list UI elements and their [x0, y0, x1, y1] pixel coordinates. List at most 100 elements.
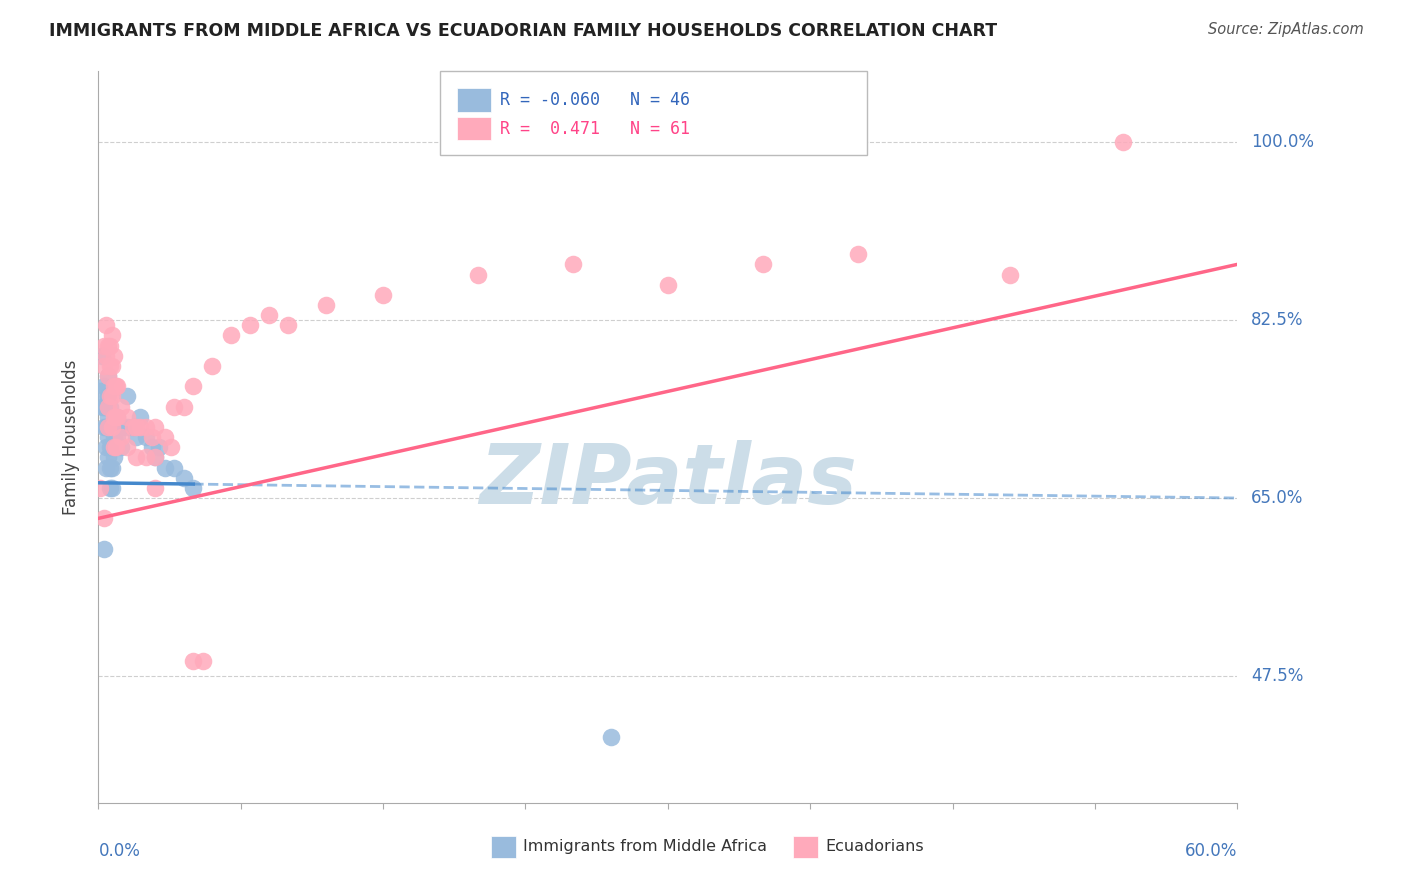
Point — [98, 389, 121, 403]
Point — [93, 400, 115, 414]
Bar — [457, 88, 491, 112]
Point — [103, 409, 125, 424]
Point — [91, 400, 114, 414]
Point — [91, 349, 114, 363]
Point — [221, 328, 243, 343]
Text: Immigrants from Middle Africa: Immigrants from Middle Africa — [523, 839, 768, 855]
Point — [93, 541, 115, 556]
Point — [135, 430, 157, 444]
Text: ZIPatlas: ZIPatlas — [479, 441, 856, 522]
Point — [183, 654, 205, 668]
Point — [600, 730, 623, 744]
Point — [107, 379, 129, 393]
Text: 65.0%: 65.0% — [1251, 489, 1303, 507]
Point — [97, 389, 120, 403]
Point — [183, 379, 205, 393]
Point — [657, 277, 679, 292]
Point — [107, 430, 129, 444]
Text: 60.0%: 60.0% — [1185, 842, 1237, 860]
Text: R = -0.060   N = 46: R = -0.060 N = 46 — [501, 91, 690, 109]
Point — [97, 430, 120, 444]
Text: 47.5%: 47.5% — [1251, 667, 1303, 685]
Point — [93, 359, 115, 373]
Point — [103, 379, 125, 393]
Point — [93, 338, 115, 352]
Point — [110, 440, 132, 454]
Point — [100, 359, 122, 373]
Point — [98, 460, 121, 475]
Point — [97, 400, 120, 414]
Point — [125, 420, 148, 434]
Point — [846, 247, 869, 261]
Point — [93, 511, 115, 525]
Point — [107, 409, 129, 424]
Point — [153, 460, 176, 475]
Point — [277, 318, 299, 333]
Point — [97, 369, 120, 384]
Point — [115, 409, 138, 424]
Bar — [793, 836, 818, 858]
Point — [104, 409, 127, 424]
Point — [94, 400, 117, 414]
Point — [104, 440, 127, 454]
Point — [98, 400, 121, 414]
Point — [104, 440, 127, 454]
Point — [153, 430, 176, 444]
Point — [183, 481, 205, 495]
Point — [98, 359, 121, 373]
Point — [110, 400, 132, 414]
Point — [121, 420, 143, 434]
Text: 100.0%: 100.0% — [1251, 134, 1315, 152]
Point — [100, 389, 122, 403]
Point — [97, 420, 120, 434]
Point — [141, 430, 163, 444]
Point — [94, 349, 117, 363]
Point — [145, 450, 167, 465]
Point — [145, 420, 167, 434]
Point — [129, 409, 152, 424]
Point — [159, 440, 181, 454]
Point — [173, 400, 195, 414]
Point — [115, 389, 138, 403]
Point — [89, 481, 111, 495]
Point — [94, 440, 117, 454]
Point — [173, 471, 195, 485]
Text: 0.0%: 0.0% — [98, 842, 141, 860]
Point — [115, 440, 138, 454]
Point — [148, 440, 170, 454]
Point — [998, 268, 1021, 282]
FancyBboxPatch shape — [440, 71, 868, 155]
Point — [100, 420, 122, 434]
Point — [93, 420, 115, 434]
Text: Source: ZipAtlas.com: Source: ZipAtlas.com — [1208, 22, 1364, 37]
Point — [97, 369, 120, 384]
Point — [125, 450, 148, 465]
Point — [89, 384, 111, 399]
Point — [100, 328, 122, 343]
Point — [163, 460, 186, 475]
Point — [110, 420, 132, 434]
Point — [98, 420, 121, 434]
Point — [141, 440, 163, 454]
Point — [97, 450, 120, 465]
Point — [259, 308, 281, 322]
Text: IMMIGRANTS FROM MIDDLE AFRICA VS ECUADORIAN FAMILY HOUSEHOLDS CORRELATION CHART: IMMIGRANTS FROM MIDDLE AFRICA VS ECUADOR… — [49, 22, 997, 40]
Point — [239, 318, 262, 333]
Point — [103, 450, 125, 465]
Point — [371, 288, 394, 302]
Bar — [457, 117, 491, 140]
Point — [100, 420, 122, 434]
Point — [98, 338, 121, 352]
Point — [100, 440, 122, 454]
Point — [107, 409, 129, 424]
Text: R =  0.471   N = 61: R = 0.471 N = 61 — [501, 120, 690, 137]
Point — [103, 440, 125, 454]
Text: 82.5%: 82.5% — [1251, 311, 1303, 329]
Point — [93, 379, 115, 393]
Point — [752, 257, 775, 271]
Point — [103, 349, 125, 363]
Point — [191, 654, 214, 668]
Point — [163, 400, 186, 414]
Point — [94, 420, 117, 434]
Point — [145, 481, 167, 495]
